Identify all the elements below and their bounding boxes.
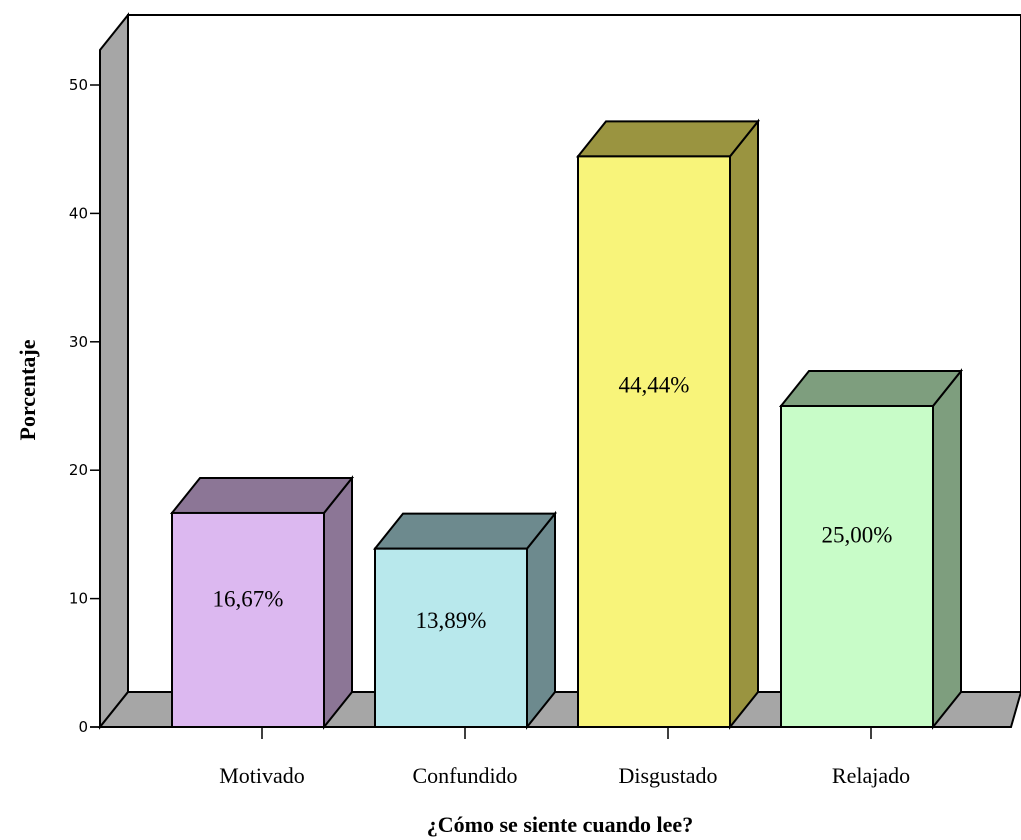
bar-top (169, 476, 355, 514)
y-tick-label: 50 (69, 76, 88, 94)
left-wall (99, 12, 129, 730)
y-axis-title: Porcentaje (15, 339, 40, 440)
x-tick-label: Relajado (832, 763, 910, 788)
x-tick-label: Confundido (412, 763, 517, 788)
x-tick-label: Motivado (219, 763, 305, 788)
bar-data-label: 13,89% (416, 608, 487, 633)
bar-data-label: 25,00% (822, 522, 893, 547)
bar-top (372, 512, 558, 550)
bar-motivado: 16,67% (169, 475, 355, 730)
bar-front (374, 547, 528, 728)
y-tick-label: 20 (69, 461, 88, 479)
y-tick-label: 0 (78, 718, 88, 736)
x-axis-title: ¿Cómo se siente cuando lee? (427, 812, 693, 837)
bar-top (778, 370, 964, 407)
bar-front (577, 155, 731, 729)
bar-top (575, 120, 761, 158)
bar-data-label: 44,44% (619, 373, 690, 398)
bar-front (780, 405, 934, 728)
bar-side (526, 510, 556, 730)
bar-confundido: 13,89% (372, 510, 558, 730)
y-tick-label: 30 (69, 333, 88, 351)
bar-side (323, 475, 353, 730)
bar-relajado: 25,00% (778, 368, 964, 730)
bar-data-label: 16,67% (213, 587, 284, 612)
bar-side (932, 368, 962, 730)
bar-side (729, 118, 759, 730)
bar-front (171, 511, 325, 729)
bar-disgustado: 44,44% (575, 118, 761, 730)
x-axis: Motivado Confundido Disgustado Relajado (90, 726, 1011, 788)
y-tick-label: 10 (69, 590, 88, 608)
y-axis: 0 10 20 30 40 50 (69, 70, 101, 736)
x-tick-label: Disgustado (619, 763, 718, 788)
y-tick-label: 40 (69, 204, 88, 222)
bars: 16,67% 13,89% 44,44% 25,00% (169, 118, 964, 730)
